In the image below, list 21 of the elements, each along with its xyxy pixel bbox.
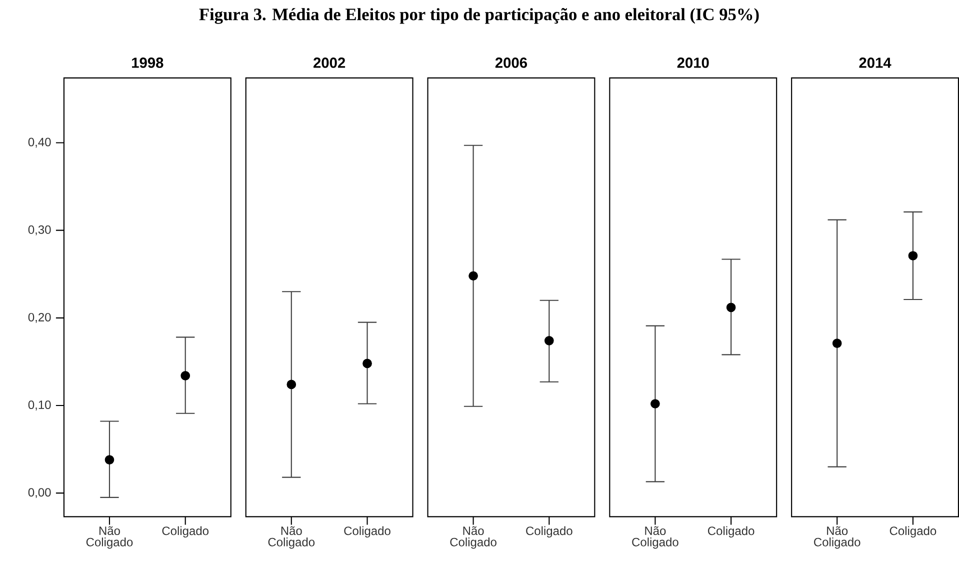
y-tick-label: 0,10	[28, 400, 51, 411]
y-tick-label: 0,20	[28, 313, 51, 324]
chart-title: 2002	[314, 58, 346, 68]
x-tick-label: Coligado	[890, 526, 936, 538]
x-tick-label: Não Coligado	[268, 526, 315, 549]
x-tick-label: Coligado	[344, 526, 390, 538]
y-tick-label: 0,00	[28, 488, 51, 498]
text: Figura 3. Média de Eleitos por tipo de participação e ano eleitoral (IC 95%)	[199, 8, 759, 24]
chart-title: 2014	[859, 58, 892, 68]
x-tick-label: Não Coligado	[86, 526, 133, 549]
y-tick-label: 0,40	[28, 138, 51, 148]
x-tick-label: Coligado	[526, 526, 572, 538]
chart-title: 2010	[677, 58, 709, 68]
x-tick-label: Coligado	[708, 526, 754, 538]
y-tick-label: 0,30	[28, 226, 51, 236]
x-tick-label: Não Coligado	[632, 526, 678, 549]
x-tick-label: Não Coligado	[450, 526, 496, 549]
x-tick-label: Não Coligado	[814, 526, 860, 549]
chart-title: 1998	[132, 58, 164, 68]
x-tick-label: Coligado	[162, 526, 209, 538]
chart-title: 2006	[495, 58, 527, 68]
